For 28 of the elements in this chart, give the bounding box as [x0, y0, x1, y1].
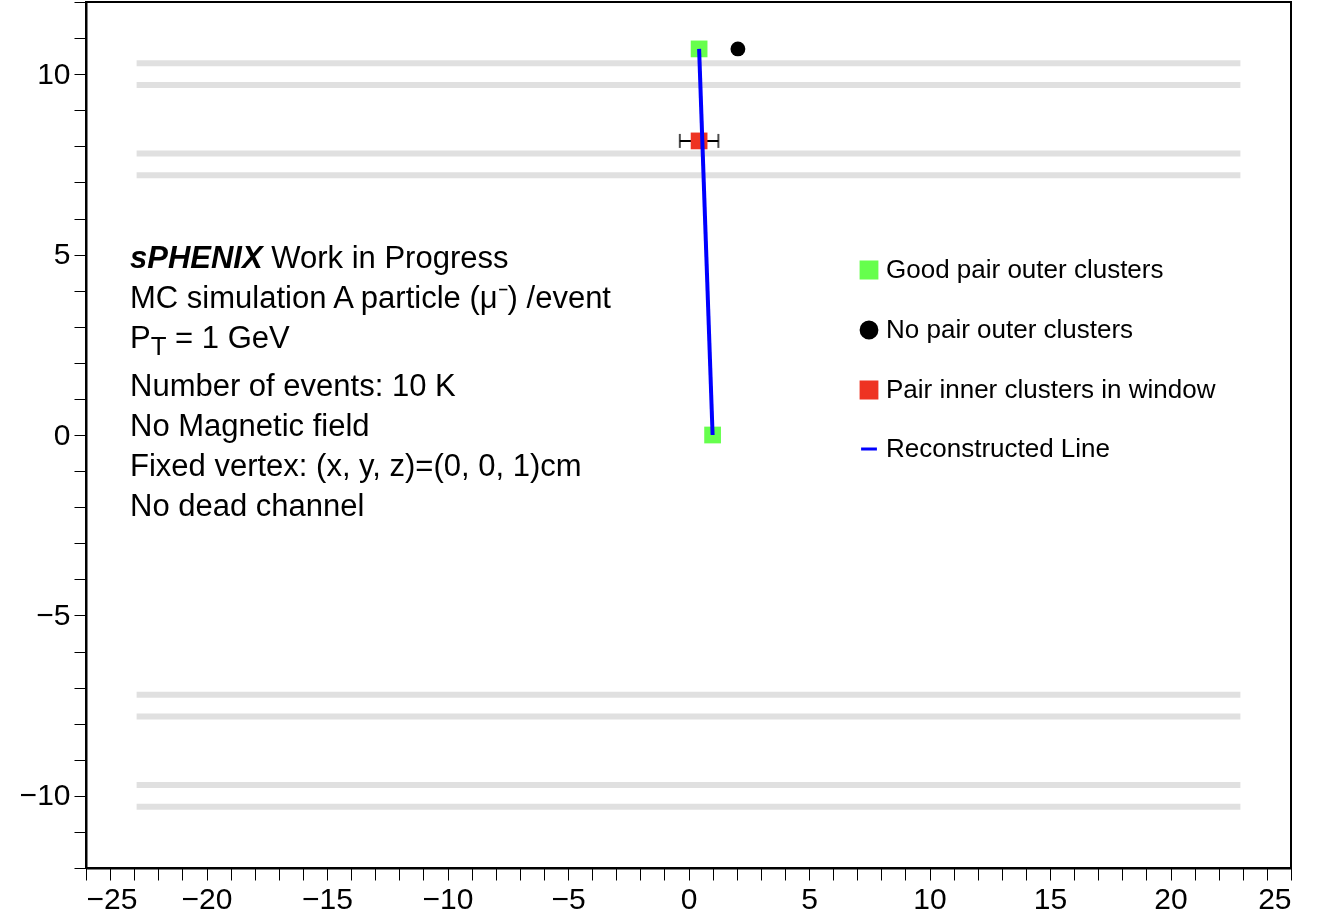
annotation: No Magnetic field — [130, 407, 371, 446]
x-tick-label: 0 — [680, 881, 698, 910]
x-tick-label: −25 — [86, 881, 138, 910]
annotation: Number of events: 10 K — [130, 367, 457, 406]
y-tick-label: 0 — [53, 417, 71, 451]
annotation: MC simulation A particle (μ⁻) /event — [130, 279, 611, 317]
x-tick-label: −20 — [181, 881, 233, 910]
y-tick-label: −10 — [19, 778, 71, 812]
y-tick-label: −5 — [36, 597, 71, 631]
x-tick-label: 10 — [913, 881, 947, 910]
x-tick-label: 5 — [801, 881, 818, 910]
x-tick-label: −5 — [551, 881, 586, 910]
annotation: No dead channel — [130, 487, 366, 526]
x-tick-label: 20 — [1154, 881, 1188, 910]
x-tick-label: −10 — [422, 881, 474, 910]
annotation: Fixed vertex: (x, y, z)=(0, 0, 1)cm — [130, 447, 583, 486]
legend-label: Pair inner clusters in window — [886, 374, 1216, 404]
y-tick-label: 5 — [53, 237, 71, 271]
legend-label: Reconstructed Line — [886, 433, 1111, 463]
legend-label: Good pair outer clusters — [886, 254, 1164, 284]
point — [730, 41, 746, 57]
x-tick-label: −15 — [302, 881, 353, 910]
y-tick-label: 10 — [37, 56, 71, 90]
legend-label: No pair outer clusters — [886, 314, 1134, 344]
annotation: sPHENIX Work in Progress — [130, 239, 510, 277]
x-tick-label: 25 — [1258, 881, 1292, 910]
x-tick-label: 15 — [1033, 881, 1068, 910]
annotation: P$_{T}$ = 1 GeV — [130, 319, 291, 363]
